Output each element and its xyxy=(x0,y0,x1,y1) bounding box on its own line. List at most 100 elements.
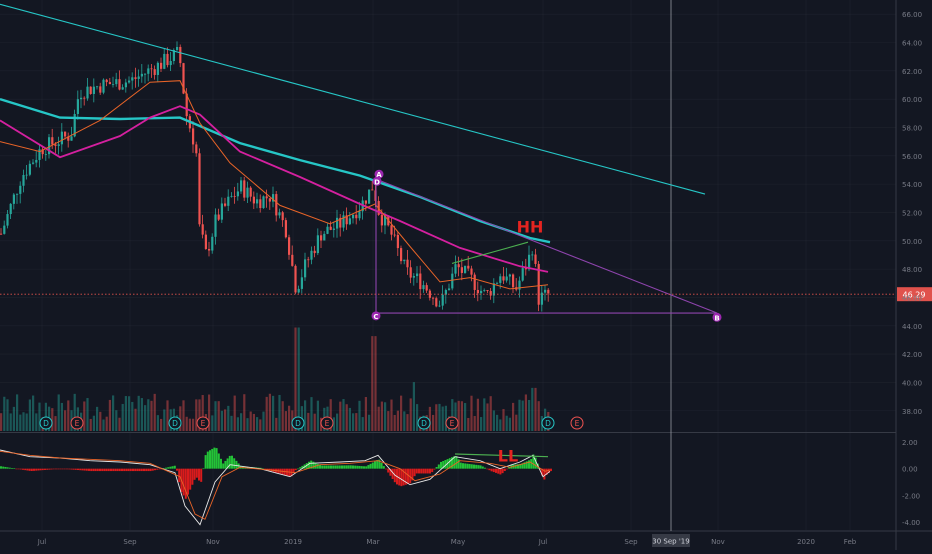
candle-body xyxy=(425,285,428,291)
candle-body xyxy=(364,200,367,204)
candle-body xyxy=(438,305,441,307)
macd-histogram-bar xyxy=(519,463,522,469)
volume-bar xyxy=(502,409,505,431)
macd-histogram-bar xyxy=(173,465,176,469)
macd-histogram-bar xyxy=(343,465,346,469)
candle-body xyxy=(384,215,387,226)
macd-histogram-bar xyxy=(44,468,46,470)
volume-bar xyxy=(16,394,19,431)
macd-histogram-bar xyxy=(433,468,436,470)
event-marker-circle xyxy=(541,416,555,430)
event-marker-label: E xyxy=(450,419,455,428)
macd-histogram-bar xyxy=(365,466,368,469)
volume-bar xyxy=(307,412,310,431)
macd-histogram-bar xyxy=(187,468,189,495)
macd-histogram-bar xyxy=(55,468,57,470)
volume-bar xyxy=(272,395,275,431)
candle-body xyxy=(92,86,95,94)
candle-body xyxy=(236,191,239,197)
macd-histogram-bar xyxy=(224,460,227,469)
candle-body xyxy=(473,274,476,290)
candle-body xyxy=(448,288,451,291)
macd-histogram-bar xyxy=(204,455,207,469)
volume-bar xyxy=(368,414,371,431)
macd-histogram-bar xyxy=(209,450,211,469)
macd-histogram-bar xyxy=(70,468,73,470)
candle-body xyxy=(496,282,499,284)
candle-body xyxy=(348,218,351,225)
volume-bar xyxy=(198,399,201,431)
time-tick-label: May xyxy=(451,538,465,546)
macd-histogram-bar xyxy=(332,465,335,469)
macd-histogram-bar xyxy=(132,468,134,472)
macd-histogram-bar xyxy=(125,468,128,472)
volume-bar xyxy=(470,395,473,431)
candle-body xyxy=(313,250,316,254)
pattern-point-label: C xyxy=(373,313,378,321)
macd-histogram-bar xyxy=(334,465,337,469)
macd-histogram-bar xyxy=(442,460,445,469)
macd-histogram-bar xyxy=(409,468,412,484)
macd-histogram-bar xyxy=(191,468,194,485)
macd-histogram-bar xyxy=(143,468,145,472)
macd-histogram-bar xyxy=(129,468,132,472)
candle-body xyxy=(451,273,454,289)
candle-body xyxy=(281,212,284,221)
macd-histogram-bar xyxy=(94,468,97,472)
macd-histogram-bar xyxy=(506,468,508,470)
candle-body xyxy=(326,226,329,234)
macd-histogram-bar xyxy=(195,468,198,478)
candle-body xyxy=(163,53,166,69)
candle-body xyxy=(54,144,57,146)
macd-histogram-bar xyxy=(2,466,5,469)
macd-histogram-bar xyxy=(539,468,541,470)
volume-bar xyxy=(166,400,169,431)
volume-bar xyxy=(150,400,153,431)
candle-body xyxy=(499,276,502,283)
macd-histogram-bar xyxy=(6,467,9,469)
macd-histogram-bar xyxy=(327,465,330,469)
candle-body xyxy=(521,268,524,281)
candle-body xyxy=(304,259,307,278)
candle-body xyxy=(342,215,345,228)
macd-histogram-bar xyxy=(39,468,42,471)
macd-histogram-bar xyxy=(151,468,154,471)
volume-bar xyxy=(486,403,489,431)
macd-histogram-bar xyxy=(466,463,469,469)
macd-histogram-bar xyxy=(140,468,143,472)
macd-histogram-bar xyxy=(488,468,491,471)
candle-body xyxy=(35,159,38,163)
macd-histogram-bar xyxy=(138,468,141,472)
macd-histogram-bar xyxy=(429,468,431,474)
macd-histogram-bar xyxy=(470,464,473,469)
macd-histogram-bar xyxy=(167,467,170,469)
volume-bar xyxy=(499,419,502,431)
macd-histogram-bar xyxy=(455,456,458,469)
macd-histogram-bar xyxy=(338,465,341,469)
macd-histogram-bar xyxy=(545,468,548,475)
volume-bar xyxy=(435,404,438,431)
candle-body xyxy=(201,224,204,235)
volume-bar xyxy=(355,413,358,431)
volume-bar xyxy=(96,406,99,431)
macd-tick-label: -2.00 xyxy=(902,492,920,500)
macd-histogram-bar xyxy=(50,468,53,470)
candle-body xyxy=(480,290,483,294)
volume-bar xyxy=(310,397,313,431)
candle-body xyxy=(368,189,371,204)
macd-histogram-bar xyxy=(68,468,71,470)
macd-histogram-bar xyxy=(464,463,467,469)
event-marker-circle xyxy=(291,416,305,430)
price-tick-label: 58.00 xyxy=(902,124,922,132)
macd-histogram-bar xyxy=(15,468,18,470)
price-tick-label: 46.00 xyxy=(902,294,922,302)
macd-histogram-bar xyxy=(77,468,79,471)
volume-bar xyxy=(348,407,351,431)
candles xyxy=(0,41,550,312)
macd-histogram-bar xyxy=(547,468,550,474)
volume-bar xyxy=(102,419,105,431)
candle-body xyxy=(57,144,60,146)
macd-histogram-bar xyxy=(440,461,442,469)
